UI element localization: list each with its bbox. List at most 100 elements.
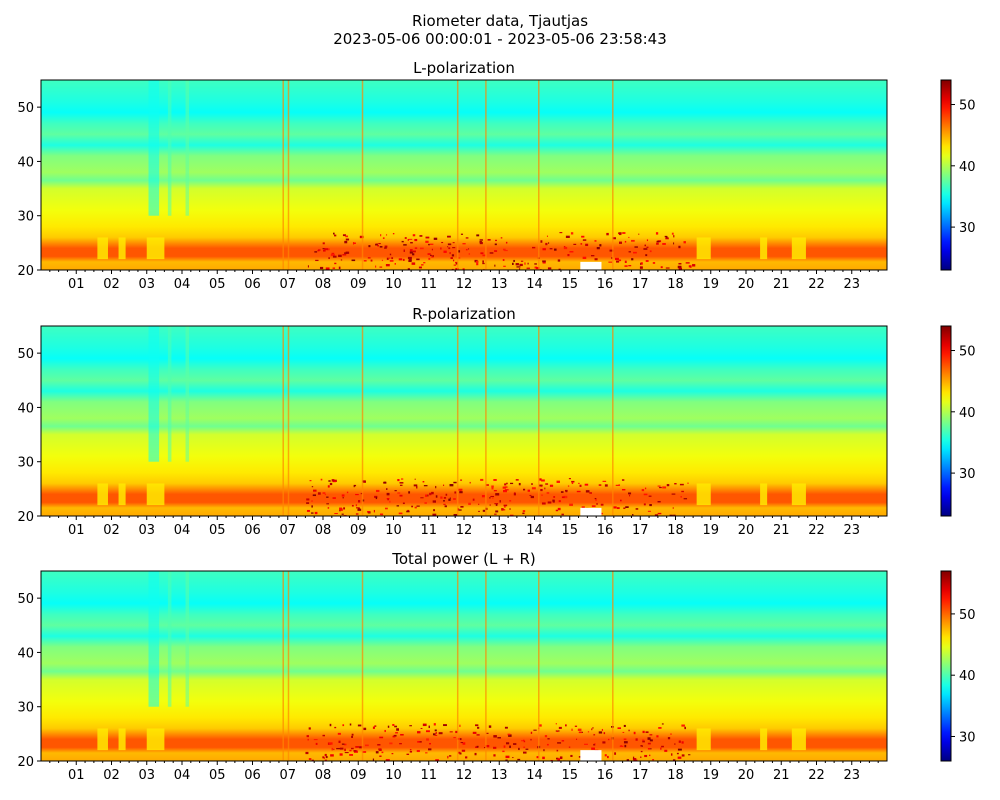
low-band-gap xyxy=(760,728,768,751)
x-tick-label: 14 xyxy=(526,768,543,783)
disturbance-speckle xyxy=(599,244,602,247)
disturbance-speckle xyxy=(444,505,447,508)
disturbance-speckle xyxy=(645,260,649,262)
disturbance-speckle xyxy=(511,262,514,265)
y-tick-label: 40 xyxy=(17,155,34,170)
disturbance-speckle xyxy=(681,754,685,757)
disturbance-speckle xyxy=(416,258,420,261)
y-tick-label: 20 xyxy=(17,510,34,525)
disturbance-speckle xyxy=(426,738,429,741)
disturbance-speckle xyxy=(403,244,407,246)
x-tick-label: 06 xyxy=(244,768,261,783)
disturbance-speckle xyxy=(354,484,357,487)
disturbance-speckle xyxy=(322,248,326,250)
disturbance-speckle xyxy=(544,487,546,490)
disturbance-speckle xyxy=(485,484,489,486)
interference-line xyxy=(282,571,284,761)
x-tick-label: 09 xyxy=(350,523,367,538)
disturbance-speckle xyxy=(519,268,521,270)
x-tick-label: 20 xyxy=(738,523,755,538)
disturbance-speckle xyxy=(559,756,563,760)
disturbance-speckle xyxy=(477,726,480,729)
y-tick-label: 40 xyxy=(17,401,34,416)
disturbance-speckle xyxy=(523,739,525,741)
disturbance-speckle xyxy=(453,264,457,266)
disturbance-speckle xyxy=(509,745,511,748)
disturbance-speckle xyxy=(425,494,428,497)
disturbance-speckle xyxy=(447,235,451,238)
x-tick-label: 07 xyxy=(279,277,296,292)
disturbance-speckle xyxy=(538,484,543,487)
disturbance-speckle xyxy=(607,738,610,741)
disturbance-speckle xyxy=(380,234,382,237)
disturbance-speckle xyxy=(571,728,573,731)
disturbance-speckle xyxy=(357,500,361,503)
disturbance-speckle xyxy=(494,513,497,515)
disturbance-speckle xyxy=(541,479,545,482)
disturbance-speckle xyxy=(325,755,328,759)
disturbance-speckle xyxy=(421,264,424,266)
disturbance-speckle xyxy=(655,232,659,235)
disturbance-speckle xyxy=(386,488,388,491)
colorbar-tick-label: 40 xyxy=(959,160,976,175)
disturbance-speckle xyxy=(325,267,330,270)
disturbance-speckle xyxy=(322,734,325,737)
disturbance-speckle xyxy=(567,485,570,487)
x-tick-label: 08 xyxy=(315,523,332,538)
disturbance-speckle xyxy=(440,247,442,250)
disturbance-speckle xyxy=(344,752,349,754)
disturbance-speckle xyxy=(409,749,412,751)
disturbance-speckle xyxy=(339,753,343,756)
disturbance-speckle xyxy=(345,251,350,254)
disturbance-speckle xyxy=(550,485,554,487)
x-tick-label: 14 xyxy=(526,523,543,538)
interference-line xyxy=(287,326,290,516)
disturbance-speckle xyxy=(451,254,455,257)
x-tick-label: 01 xyxy=(68,768,85,783)
disturbance-speckle xyxy=(482,260,484,263)
disturbance-speckle xyxy=(385,759,390,761)
disturbance-speckle xyxy=(512,757,514,759)
disturbance-speckle xyxy=(419,741,422,743)
disturbance-speckle xyxy=(418,266,422,269)
colorbar-tick-label: 30 xyxy=(959,730,976,745)
disturbance-speckle xyxy=(662,486,667,489)
disturbance-speckle xyxy=(585,490,590,493)
disturbance-speckle xyxy=(431,491,434,495)
disturbance-speckle xyxy=(443,250,447,253)
heatmap-background xyxy=(41,326,887,516)
disturbance-speckle xyxy=(556,757,559,760)
disturbance-speckle xyxy=(495,239,497,242)
disturbance-speckle xyxy=(475,260,479,263)
low-value-stripe xyxy=(185,326,190,462)
x-tick-label: 19 xyxy=(702,523,719,538)
disturbance-speckle xyxy=(505,759,508,761)
disturbance-speckle xyxy=(527,489,531,492)
disturbance-speckle xyxy=(351,733,354,736)
disturbance-speckle xyxy=(323,249,326,252)
disturbance-speckle xyxy=(392,233,395,235)
disturbance-speckle xyxy=(451,268,454,270)
disturbance-speckle xyxy=(666,236,668,238)
disturbance-speckle xyxy=(370,259,373,262)
x-tick-label: 16 xyxy=(597,768,614,783)
disturbance-speckle xyxy=(504,489,509,491)
disturbance-speckle xyxy=(652,262,656,264)
disturbance-speckle xyxy=(441,241,444,244)
disturbance-speckle xyxy=(520,260,524,262)
disturbance-speckle xyxy=(412,253,415,256)
disturbance-speckle xyxy=(493,754,496,757)
disturbance-speckle xyxy=(327,248,330,251)
low-band-gap xyxy=(696,728,711,751)
disturbance-speckle xyxy=(598,731,603,734)
disturbance-speckle xyxy=(652,759,655,761)
disturbance-speckle xyxy=(526,267,530,269)
disturbance-speckle xyxy=(330,254,335,256)
disturbance-speckle xyxy=(377,744,381,746)
disturbance-speckle xyxy=(362,751,367,753)
disturbance-speckle xyxy=(402,258,405,261)
disturbance-speckle xyxy=(611,257,613,259)
disturbance-speckle xyxy=(608,261,613,263)
disturbance-speckle xyxy=(565,490,568,493)
